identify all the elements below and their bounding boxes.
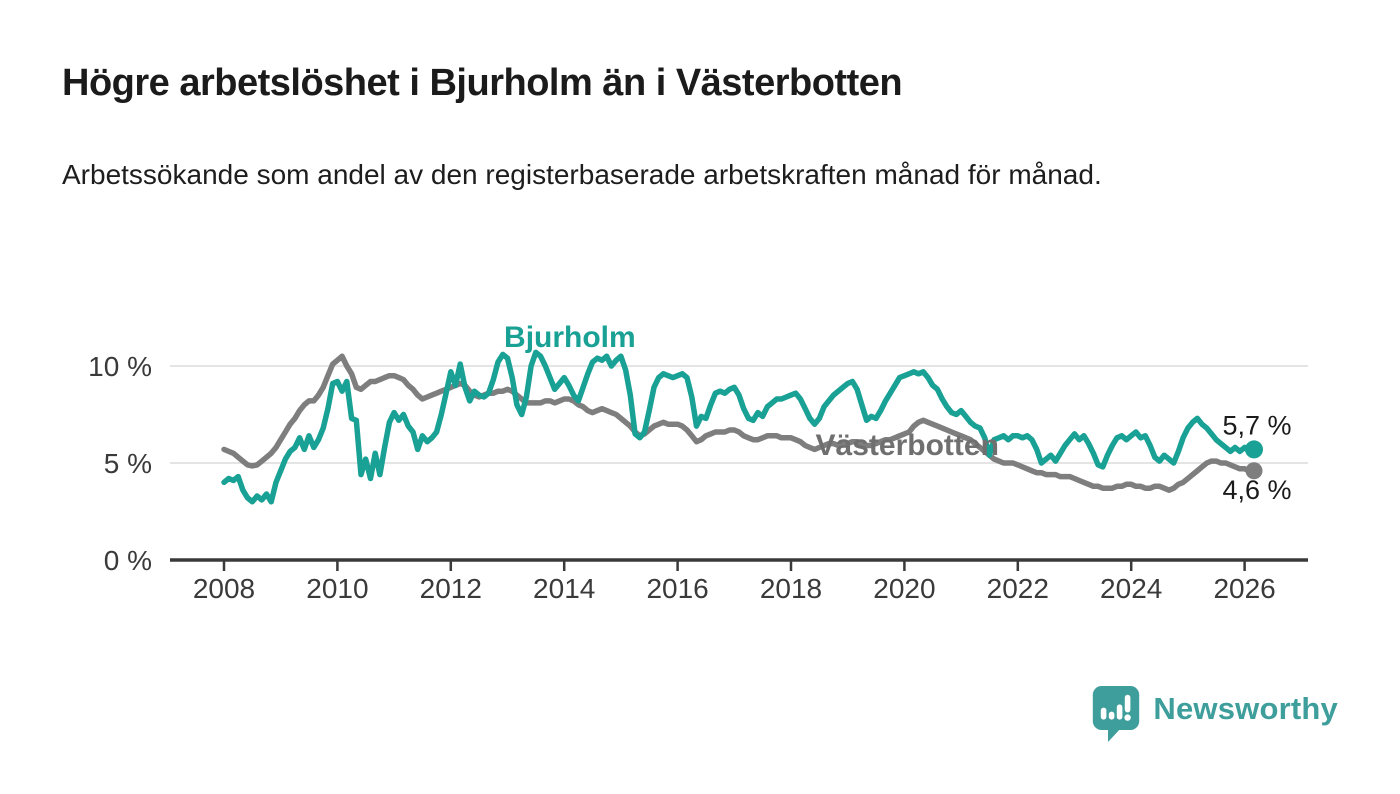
x-tick-label: 2016 (646, 573, 708, 604)
chart-subtitle: Arbetssökande som andel av den registerb… (62, 159, 1102, 190)
x-axis (170, 558, 1308, 571)
newsworthy-logo: Newsworthy (1092, 686, 1338, 742)
bjurholm-line (221, 349, 1257, 505)
vasterbotten-series-label: Västerbotten (816, 429, 999, 462)
y-tick-label: 10 % (88, 351, 152, 382)
chart-title: Högre arbetslöshet i Bjurholm än i Väste… (62, 62, 903, 104)
x-tick-label: 2018 (760, 573, 822, 604)
x-axis-labels: 2008 2010 2012 2014 2016 2018 2020 2022 2024 2026 (193, 573, 1276, 604)
y-tick-label: 0 % (104, 545, 152, 576)
x-tick-label: 2010 (306, 573, 368, 604)
bjurholm-end-dot (1245, 440, 1264, 459)
y-axis-labels: 0 % 5 % 10 % (88, 351, 152, 576)
x-tick-label: 2024 (1100, 573, 1162, 604)
newsworthy-logo-icon (1093, 686, 1140, 742)
gridlines (170, 365, 1308, 464)
x-tick-label: 2012 (420, 573, 482, 604)
vasterbotten-end-value-label: 4,6 % (1222, 475, 1291, 505)
x-tick-label: 2026 (1213, 573, 1275, 604)
x-tick-label: 2014 (533, 573, 595, 604)
bjurholm-end-value-label: 5,7 % (1222, 410, 1291, 440)
y-tick-label: 5 % (104, 448, 152, 479)
newsworthy-logo-text: Newsworthy (1153, 691, 1338, 726)
vasterbotten-line (221, 353, 1257, 493)
logo-speech-bubble (1093, 686, 1140, 742)
logo-bars (1101, 694, 1132, 721)
x-tick-label: 2020 (873, 573, 935, 604)
x-tick-label: 2008 (193, 573, 255, 604)
x-tick-label: 2022 (987, 573, 1049, 604)
bjurholm-series-label: Bjurholm (504, 321, 636, 354)
vasterbotten-end-dot (1245, 462, 1263, 480)
